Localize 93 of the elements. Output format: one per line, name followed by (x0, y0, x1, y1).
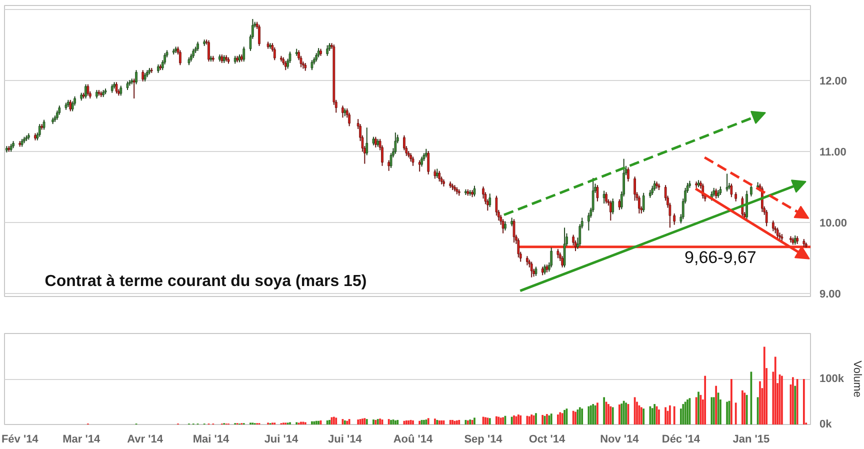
y-tick-label: 100k (820, 373, 845, 385)
candlestick (746, 190, 748, 220)
candlestick (612, 198, 614, 215)
candlestick (192, 48, 195, 59)
candlestick (673, 212, 676, 226)
candlestick (84, 84, 87, 99)
candlestick (284, 60, 287, 71)
candlestick (556, 248, 560, 259)
y-tick-label: 11.00 (820, 146, 846, 159)
x-tick-label: Fév '14 (1, 434, 40, 446)
x-tick-label: Mai '14 (192, 434, 230, 446)
candlestick (196, 41, 199, 52)
candlestick (734, 192, 738, 202)
x-tick-label: Nov '14 (600, 434, 640, 446)
x-tick-label: Déc '14 (662, 434, 701, 446)
candlestick (427, 150, 430, 175)
candlestick (504, 220, 506, 231)
text: Contrat à terme courant du soya (mars 15) (44, 272, 367, 290)
x-tick-label: Aoû '14 (393, 434, 434, 446)
candlestick (502, 218, 504, 234)
candlestick (366, 127, 368, 156)
candlestick (512, 218, 516, 244)
candlestick (526, 256, 528, 266)
x-tick-label: Jui '14 (264, 434, 299, 446)
candlestick (473, 185, 476, 197)
candlestick (530, 261, 533, 278)
candlestick (488, 193, 492, 208)
candlestick (326, 44, 329, 56)
candlestick (642, 192, 645, 213)
candlestick (772, 220, 774, 232)
candlestick (69, 99, 72, 112)
candlestick (544, 264, 546, 275)
x-tick-label: Mar '14 (62, 434, 101, 446)
candlestick (726, 173, 728, 192)
candlestick (120, 85, 122, 96)
candlestick (310, 60, 314, 71)
x-tick-label: Jan '15 (732, 434, 770, 446)
candlestick (412, 156, 414, 166)
candlestick (638, 195, 640, 214)
candlestick (794, 234, 796, 246)
candlestick (495, 195, 498, 216)
candlestick (750, 184, 752, 197)
y-tick-label: 12.00 (820, 76, 848, 88)
candlestick (142, 70, 144, 82)
candlestick (38, 124, 41, 138)
annotation: 9,66-9,67 (684, 248, 756, 267)
candlestick (132, 78, 136, 99)
y-tick-label: 10.00 (820, 218, 848, 230)
candlestick (651, 185, 654, 196)
candlestick (418, 160, 421, 172)
candlestick (714, 188, 718, 200)
candlestick (71, 100, 74, 112)
candlestick (618, 198, 621, 210)
candlestick (388, 160, 390, 172)
candlestick (115, 82, 118, 94)
candlestick (596, 184, 599, 202)
candlestick (588, 212, 590, 231)
candlestick (42, 119, 46, 130)
candlestick (534, 266, 538, 276)
x-tick-label: Sep '14 (464, 434, 504, 446)
x-tick-label: Jui '14 (328, 434, 363, 446)
candlestick (135, 70, 138, 85)
candlestick (342, 105, 344, 118)
candlestick (273, 46, 276, 61)
candlestick (179, 50, 182, 66)
candlestick (86, 84, 90, 96)
candlestick (436, 168, 438, 178)
candlestick (634, 176, 636, 202)
candlestick (317, 48, 320, 58)
candlestick (627, 166, 630, 182)
candlestick (434, 168, 436, 180)
candlestick (208, 40, 210, 62)
candlestick (242, 46, 246, 62)
y-tick-label: 0k (820, 418, 833, 430)
candlestick (776, 227, 779, 239)
candlestick (374, 136, 377, 148)
candlestick (653, 180, 656, 192)
candlestick (730, 183, 733, 198)
candlestick (563, 227, 566, 268)
y-axis-title: Volume (850, 360, 863, 398)
candlestick (765, 209, 768, 227)
candlestick (561, 256, 564, 268)
candlestick (517, 238, 520, 258)
x-tick-label: Avr '14 (127, 434, 164, 446)
candlestick (258, 24, 260, 46)
candlestick (605, 192, 608, 204)
candlestick (550, 247, 553, 268)
candlestick (348, 112, 350, 127)
x-tick-label: Oct '14 (528, 434, 566, 446)
candlestick (438, 170, 441, 182)
candlestick (420, 156, 423, 168)
y-tick-label: 9.00 (820, 288, 841, 301)
candlestick (394, 132, 397, 154)
